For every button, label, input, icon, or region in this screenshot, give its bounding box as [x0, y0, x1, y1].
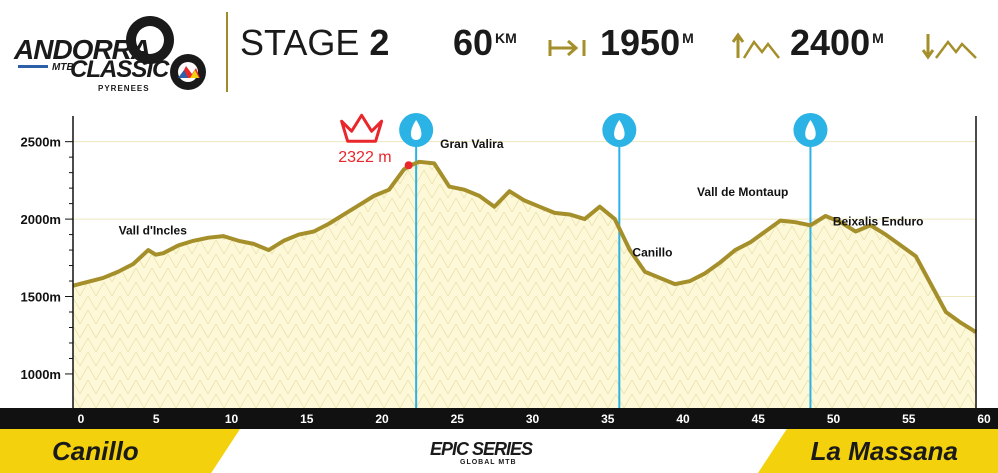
stage-number: 2 [369, 22, 390, 63]
waypoint-label-3: Vall de Montaup [697, 185, 788, 199]
start-location: Canillo [52, 436, 139, 466]
logo-subtitle-pyrenees: PYRENEES [98, 84, 150, 93]
logo-mtb-text: MTB [52, 62, 74, 73]
y-tick-label-1: 2000m [21, 212, 61, 227]
x-tick-label-8: 40 [676, 412, 690, 426]
footer: Canillo La Massana EPIC SERIES GLOBAL MT… [0, 429, 998, 473]
water-drop-glyph-2 [805, 120, 816, 140]
stage-label: STAGE [240, 22, 360, 63]
water-station-icons [399, 113, 828, 147]
waypoint-label-1: Gran Valira [440, 137, 504, 151]
epic-series-logo: EPIC SERIES [430, 439, 533, 459]
x-tick-label-6: 30 [526, 412, 540, 426]
y-tick-label-2: 1500m [21, 290, 61, 305]
distance-unit: KM [495, 30, 517, 46]
x-tick-label-5: 25 [451, 412, 465, 426]
x-axis-bar [0, 408, 998, 429]
x-tick-label-12: 60 [977, 412, 991, 426]
waypoint-label-0: Vall d'Incles [119, 224, 188, 238]
stat-distance: 60 KM [453, 22, 517, 64]
logo-blue-bar [18, 65, 48, 68]
x-tick-label-0: 0 [78, 412, 85, 426]
summit-elevation-label: 2322 m [338, 149, 391, 166]
x-tick-label-11: 55 [902, 412, 916, 426]
water-drop-glyph-0 [410, 120, 422, 140]
descent-value: 2400 [790, 22, 871, 63]
x-tick-label-10: 50 [827, 412, 841, 426]
water-station-lines [415, 130, 812, 408]
footer-start-banner [0, 429, 240, 473]
y-tick-label-3: 1000m [21, 367, 61, 382]
header-divider [226, 12, 228, 92]
climb-unit: M [682, 30, 694, 46]
logo-title-classic: CLASSIC [70, 56, 169, 83]
x-tick-label-1: 5 [153, 412, 160, 426]
summit-crown-icon [340, 113, 384, 143]
epic-series-sub: GLOBAL MTB [460, 459, 517, 466]
footer-end-banner [758, 429, 998, 473]
chart-axes: 2500m 2000m 1500m 1000m 0 5 10 15 20 25 30 35 40 45 50… [0, 116, 998, 429]
distance-arrow-icon [548, 39, 586, 57]
climb-value: 1950 [600, 22, 681, 63]
distance-value: 60 [453, 22, 494, 63]
ascent-mountain-icon [732, 32, 780, 59]
elevation-line [72, 159, 978, 334]
x-tick-label-3: 15 [300, 412, 314, 426]
x-tick-label-9: 45 [752, 412, 766, 426]
waypoint-label-4: Beixalis Enduro [833, 214, 924, 228]
stage-title: STAGE 2 [240, 22, 389, 64]
elevation-area [73, 161, 976, 408]
gear-logo-graphic [126, 16, 206, 90]
water-drop-glyph-1 [614, 120, 625, 140]
finish-location: La Massana [810, 436, 958, 466]
descent-unit: M [872, 30, 884, 46]
x-tick-label-2: 10 [225, 412, 239, 426]
summit-dot [404, 161, 413, 170]
logo-title-andorra: ANDORRA [14, 34, 151, 65]
waypoint-labels: Vall d'Incles Gran Valira Canillo Vall de M… [119, 137, 924, 259]
header: ANDORRA MTB CLASSIC PYRENEES STAGE 2 60 K… [0, 0, 998, 100]
summit-marker: 2322 m [338, 113, 413, 170]
stat-climb: 1950 M [600, 22, 694, 64]
y-tick-label-0: 2500m [21, 135, 61, 150]
x-tick-label-7: 35 [601, 412, 615, 426]
descent-mountain-icon [922, 34, 977, 60]
waypoint-label-2: Canillo [632, 245, 672, 259]
x-tick-label-4: 20 [375, 412, 389, 426]
elevation-profile-chart: 2500m 2000m 1500m 1000m 0 5 10 15 20 25 30 35 40 45 50… [0, 113, 998, 429]
stat-descent: 2400 M [790, 22, 884, 64]
